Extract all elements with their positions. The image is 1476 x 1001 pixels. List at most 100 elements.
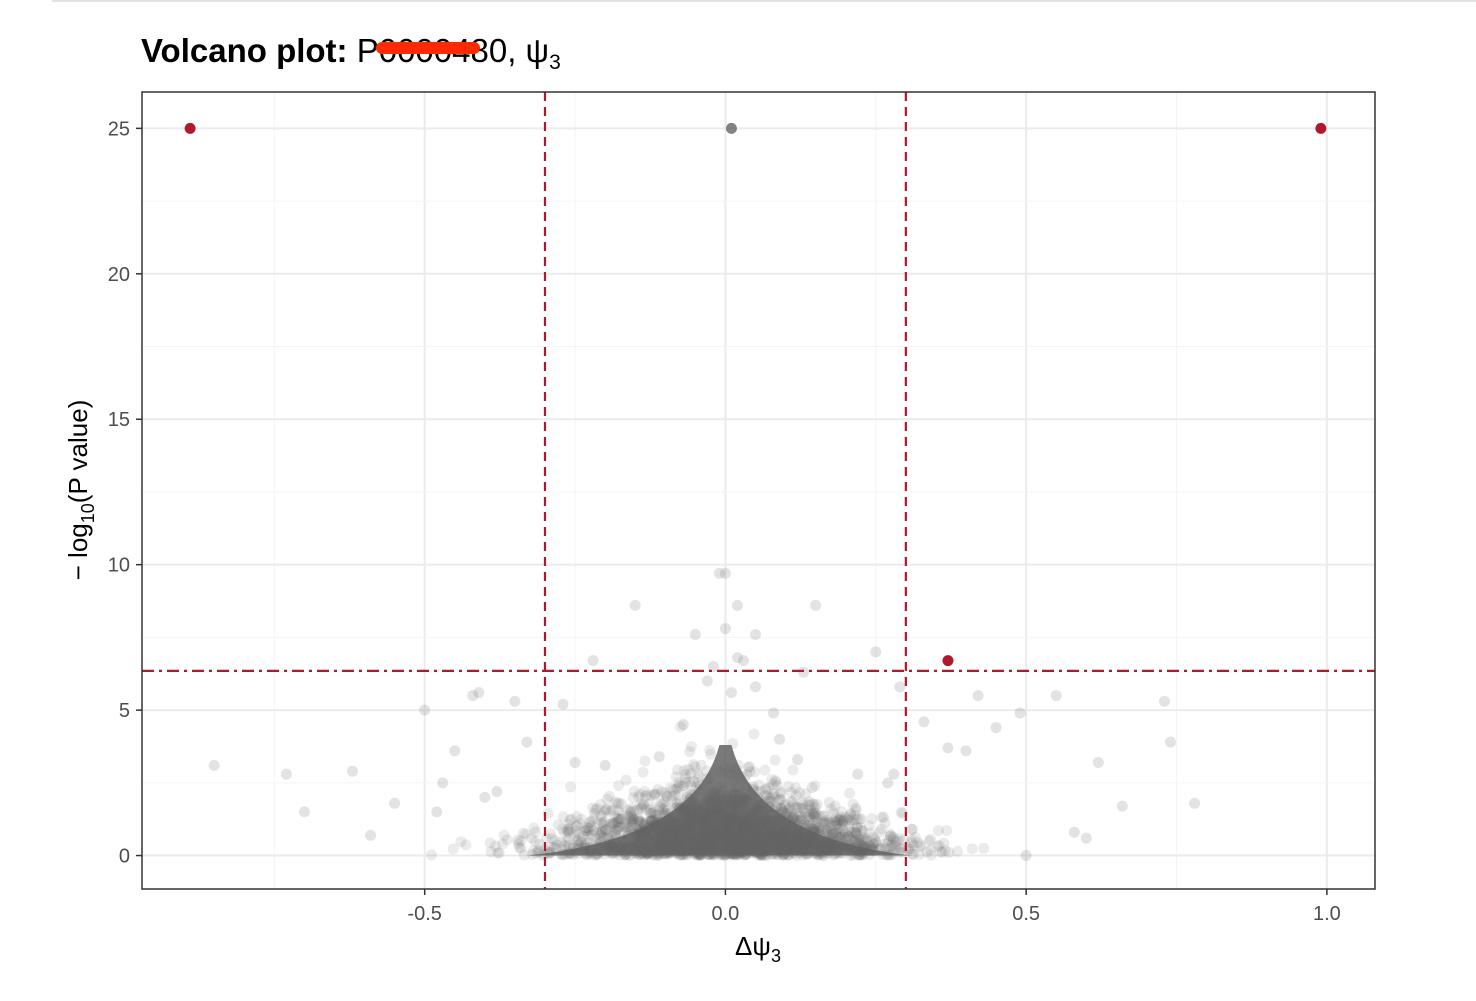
background-point — [768, 788, 780, 800]
background-point — [830, 816, 842, 828]
background-point — [679, 777, 691, 789]
x-axis-ticks: -0.5 0.0 0.5 1.0 — [407, 889, 1341, 925]
nonsignificant-point — [1116, 800, 1128, 812]
background-point — [832, 818, 844, 830]
nonsignificant-point — [653, 751, 665, 763]
background-point — [675, 780, 687, 792]
background-point — [601, 824, 613, 836]
background-point — [625, 810, 637, 822]
background-point — [887, 831, 899, 843]
y-tick-label: 20 — [108, 264, 130, 286]
background-point — [925, 849, 937, 861]
background-point — [556, 823, 568, 835]
y-tick-label: 25 — [108, 118, 130, 140]
background-point — [793, 802, 805, 814]
background-point — [776, 802, 788, 814]
background-point — [884, 830, 896, 842]
background-point — [834, 827, 846, 839]
nonsignificant-point — [569, 756, 581, 768]
background-point — [666, 790, 678, 802]
background-point — [867, 831, 879, 843]
background-point — [771, 779, 783, 791]
nonsignificant-point — [882, 777, 894, 789]
background-point — [808, 805, 820, 817]
background-point — [748, 728, 760, 740]
nonsignificant-point — [1014, 707, 1026, 719]
background-point — [627, 812, 639, 824]
background-point — [605, 821, 617, 833]
background-point — [596, 825, 608, 837]
significant-point — [184, 122, 196, 134]
y-axis-title-subscript: 10 — [78, 503, 98, 523]
background-point — [613, 797, 625, 809]
background-point — [842, 831, 854, 843]
background-point — [624, 811, 636, 823]
background-point — [659, 796, 671, 808]
nonsignificant-point — [972, 690, 984, 702]
background-point — [572, 834, 584, 846]
background-point — [784, 809, 796, 821]
nonsignificant-point — [888, 768, 900, 780]
background-point — [558, 826, 570, 838]
x-tick-label: -0.5 — [407, 903, 441, 925]
background-point — [484, 837, 496, 849]
background-point — [889, 839, 901, 851]
background-point — [775, 794, 787, 806]
background-point — [577, 830, 589, 842]
background-point — [865, 839, 877, 851]
background-point — [814, 821, 826, 833]
background-point — [634, 788, 646, 800]
nonsignificant-point — [852, 768, 864, 780]
x-tick-label: 1.0 — [1313, 903, 1341, 925]
background-point — [589, 804, 601, 816]
background-point — [807, 808, 819, 820]
nonsignificant-point — [280, 768, 292, 780]
background-point — [530, 826, 542, 838]
background-point — [787, 811, 799, 823]
nonsignificant-point — [990, 722, 1002, 734]
background-point — [565, 813, 577, 825]
background-point — [850, 826, 862, 838]
nonsignificant-point — [749, 628, 761, 640]
background-point — [834, 815, 846, 827]
background-point — [565, 781, 577, 793]
background-point — [549, 835, 561, 847]
background-point — [685, 741, 697, 753]
background-point — [784, 802, 796, 814]
background-point — [775, 787, 787, 799]
background-point — [845, 826, 857, 838]
background-point — [966, 843, 978, 855]
nonsignificant-point — [1092, 756, 1104, 768]
background-point — [811, 799, 823, 811]
background-point — [667, 784, 679, 796]
background-point — [777, 804, 789, 816]
background-point — [864, 827, 876, 839]
background-point — [859, 835, 871, 847]
y-tick-label: 5 — [119, 700, 130, 722]
background-point — [572, 828, 584, 840]
nonsignificant-point — [365, 829, 377, 841]
background-point — [832, 814, 844, 826]
nonsignificant-point — [707, 660, 719, 672]
background-point — [874, 826, 886, 838]
background-point — [885, 839, 897, 851]
background-point — [834, 822, 846, 834]
background-point — [601, 831, 613, 843]
background-point — [807, 798, 819, 810]
background-point — [639, 755, 651, 767]
background-point — [827, 825, 839, 837]
background-point — [670, 771, 682, 783]
background-point — [822, 816, 834, 828]
background-point — [856, 825, 868, 837]
background-point — [943, 846, 955, 858]
background-point — [811, 812, 823, 824]
nonsignificant-point — [719, 567, 731, 579]
background-point — [589, 807, 601, 819]
background-point — [582, 822, 594, 834]
background-point — [905, 837, 917, 849]
background-point — [588, 824, 600, 836]
background-point — [834, 811, 846, 823]
background-point — [644, 798, 656, 810]
background-point — [638, 799, 650, 811]
